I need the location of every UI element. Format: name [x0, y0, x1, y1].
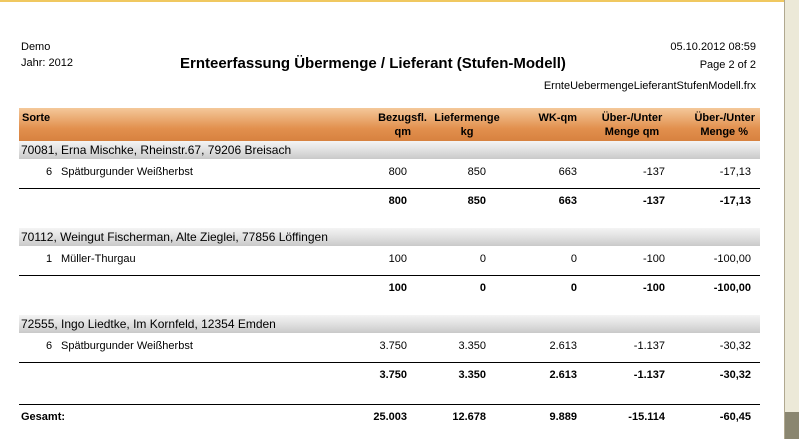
separator-line	[19, 275, 760, 276]
col-ueber-unter-pct: Über-/Unter Menge %	[694, 112, 755, 138]
page-indicator: Page 2 of 2	[699, 59, 756, 71]
row-liefer: 0	[479, 253, 486, 265]
separator-line	[19, 362, 760, 363]
row-bezug: 3.750	[379, 340, 407, 352]
col-ueber-unter-qm: Über-/Unter Menge qm	[601, 112, 663, 138]
company-name: Demo	[21, 41, 51, 53]
row-sorte: Müller-Thurgau	[61, 253, 136, 265]
sum-ueber-pct: -30,32	[719, 369, 751, 381]
group-header: 70081, Erna Mischke, Rheinstr.67, 79206 …	[19, 141, 760, 159]
row-wk: 2.613	[549, 340, 577, 352]
sum-bezug: 100	[388, 282, 407, 294]
report-datetime: 05.10.2012 08:59	[670, 41, 756, 53]
sum-bezug: 3.750	[379, 369, 407, 381]
row-wk: 663	[558, 166, 577, 178]
report-title: Ernteerfassung Übermenge / Lieferant (St…	[180, 55, 566, 72]
row-ueber-pct: -100,00	[713, 253, 751, 265]
sum-wk: 0	[570, 282, 577, 294]
total-ueber-qm: -15.114	[628, 411, 665, 423]
row-bezug: 800	[388, 166, 407, 178]
sum-wk: 2.613	[549, 369, 577, 381]
row-ueber-pct: -30,32	[719, 340, 751, 352]
group-header: 72555, Ingo Liedtke, Im Kornfeld, 12354 …	[19, 315, 760, 333]
total-separator-line	[19, 404, 760, 405]
sum-liefer: 850	[467, 195, 486, 207]
row-ueber-qm: -100	[642, 253, 665, 265]
row-ueber-qm: -1.137	[633, 340, 665, 352]
separator-line	[19, 188, 760, 189]
report-filename: ErnteUebermengeLieferantStufenModell.frx	[543, 80, 756, 92]
group-header: 70112, Weingut Fischerman, Alte Zieglei,…	[19, 228, 760, 246]
col-bezugsflaeche: Bezugsfl. qm	[378, 112, 427, 138]
total-ueber-pct: -60,45	[719, 411, 751, 423]
row-ueber-pct: -17,13	[719, 166, 751, 178]
sum-ueber-qm: -1.137	[633, 369, 665, 381]
total-liefer: 12.678	[452, 411, 486, 423]
sum-liefer: 3.350	[458, 369, 486, 381]
row-wk: 0	[570, 253, 577, 265]
row-liefer: 3.350	[458, 340, 486, 352]
total-label: Gesamt:	[21, 411, 66, 423]
sum-ueber-qm: -137	[642, 195, 665, 207]
window-edge	[784, 0, 799, 439]
row-ueber-qm: -137	[642, 166, 665, 178]
total-bezug: 25.003	[373, 411, 407, 423]
sum-bezug: 800	[388, 195, 407, 207]
row-number: 6	[46, 340, 53, 352]
sum-ueber-pct: -100,00	[713, 282, 751, 294]
sum-ueber-qm: -100	[642, 282, 665, 294]
row-bezug: 100	[388, 253, 407, 265]
row-number: 1	[46, 253, 53, 265]
col-liefermenge: Liefermenge kg	[434, 112, 500, 138]
total-wk: 9.889	[549, 411, 577, 423]
sum-wk: 663	[558, 195, 577, 207]
year-label: Jahr: 2012	[21, 57, 73, 69]
sum-ueber-pct: -17,13	[719, 195, 751, 207]
row-number: 6	[46, 166, 53, 178]
row-liefer: 850	[467, 166, 486, 178]
col-sorte: Sorte	[22, 112, 51, 124]
col-wk-qm: WK-qm	[538, 112, 578, 124]
column-header-band: Sorte Bezugsfl. qm Liefermenge kg WK-qm …	[19, 108, 760, 142]
window-edge-shadow	[785, 412, 799, 439]
row-sorte: Spätburgunder Weißherbst	[61, 340, 193, 352]
sum-liefer: 0	[479, 282, 486, 294]
row-sorte: Spätburgunder Weißherbst	[61, 166, 193, 178]
